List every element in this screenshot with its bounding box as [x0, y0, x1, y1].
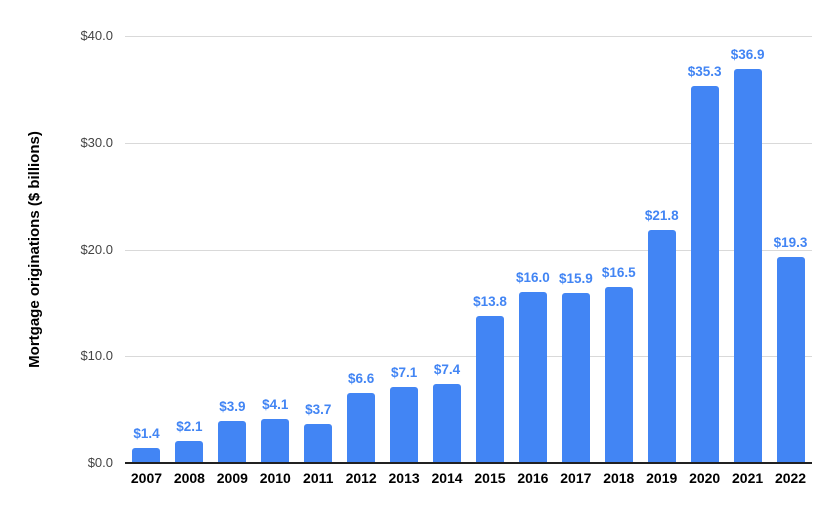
gridline: [125, 249, 812, 251]
x-tick-label-2008: 2008: [173, 470, 205, 486]
plot-area: $1.4 $2.1 $3.9 $4.1 $3.7 $6.6 $7.1 $7.4 $13.8 $16…: [125, 36, 812, 464]
x-tick-label-2010: 2010: [259, 470, 291, 486]
data-label-2015: $13.8: [473, 293, 507, 309]
x-tick-label-2009: 2009: [216, 470, 248, 486]
bar-2019: [647, 230, 676, 463]
bar-2018: [604, 286, 633, 463]
bar-2016: [518, 292, 547, 463]
x-tick-label-2014: 2014: [431, 470, 463, 486]
x-tick-label-2012: 2012: [345, 470, 377, 486]
gridline: [125, 356, 812, 358]
x-axis-baseline: [125, 462, 812, 464]
bar-2021: [733, 69, 762, 463]
data-label-2022: $19.3: [773, 234, 808, 250]
y-tick-label: $0.0: [87, 455, 113, 470]
bar-2022: [776, 256, 805, 463]
bar-2012: [347, 392, 376, 463]
y-tick-label: $10.0: [80, 348, 113, 364]
data-label-2016: $16.0: [516, 270, 550, 286]
bar-2013: [390, 387, 419, 463]
bar-2007: [132, 448, 161, 463]
data-label-2013: $7.1: [390, 365, 418, 381]
x-tick-label-2011: 2011: [303, 470, 334, 486]
x-tick-label-2021: 2021: [732, 470, 764, 486]
x-tick-label-2017: 2017: [560, 470, 592, 486]
data-label-2010: $4.1: [262, 397, 289, 413]
x-tick-label-2019: 2019: [646, 470, 678, 486]
x-tick-label-2007: 2007: [130, 470, 163, 486]
bar-2020: [690, 86, 719, 463]
data-label-2011: $3.7: [305, 401, 332, 417]
y-tick-label: $40.0: [80, 28, 113, 43]
gridline: [125, 142, 812, 144]
data-label-2008: $2.1: [176, 418, 203, 434]
gridline: [125, 36, 812, 37]
bar-2010: [261, 419, 290, 463]
data-label-2021: $36.9: [730, 47, 765, 63]
data-label-2017: $15.9: [558, 271, 593, 287]
x-tick-label-2022: 2022: [774, 470, 807, 486]
x-tick-label-2020: 2020: [689, 470, 721, 486]
x-tick-label-2018: 2018: [603, 470, 635, 486]
x-tick-label-2015: 2015: [474, 470, 506, 486]
x-tick-label-2013: 2013: [388, 470, 420, 486]
bar-2011: [304, 423, 333, 463]
bar-2017: [561, 293, 590, 463]
data-label-2019: $21.8: [644, 208, 679, 224]
y-tick-label: $30.0: [80, 134, 113, 150]
data-label-2014: $7.4: [433, 362, 461, 377]
bar-2015: [475, 315, 504, 463]
bar-2009: [218, 421, 247, 463]
y-tick-label: $20.0: [80, 241, 113, 257]
x-tick-label-2016: 2016: [517, 470, 549, 486]
data-label-2007: $1.4: [133, 426, 160, 442]
data-label-2012: $6.6: [348, 370, 375, 386]
data-label-2009: $3.9: [219, 399, 246, 415]
bar-2014: [433, 384, 462, 463]
bar-2008: [175, 440, 204, 463]
data-label-2020: $35.3: [687, 64, 722, 80]
data-label-2018: $16.5: [601, 264, 636, 280]
